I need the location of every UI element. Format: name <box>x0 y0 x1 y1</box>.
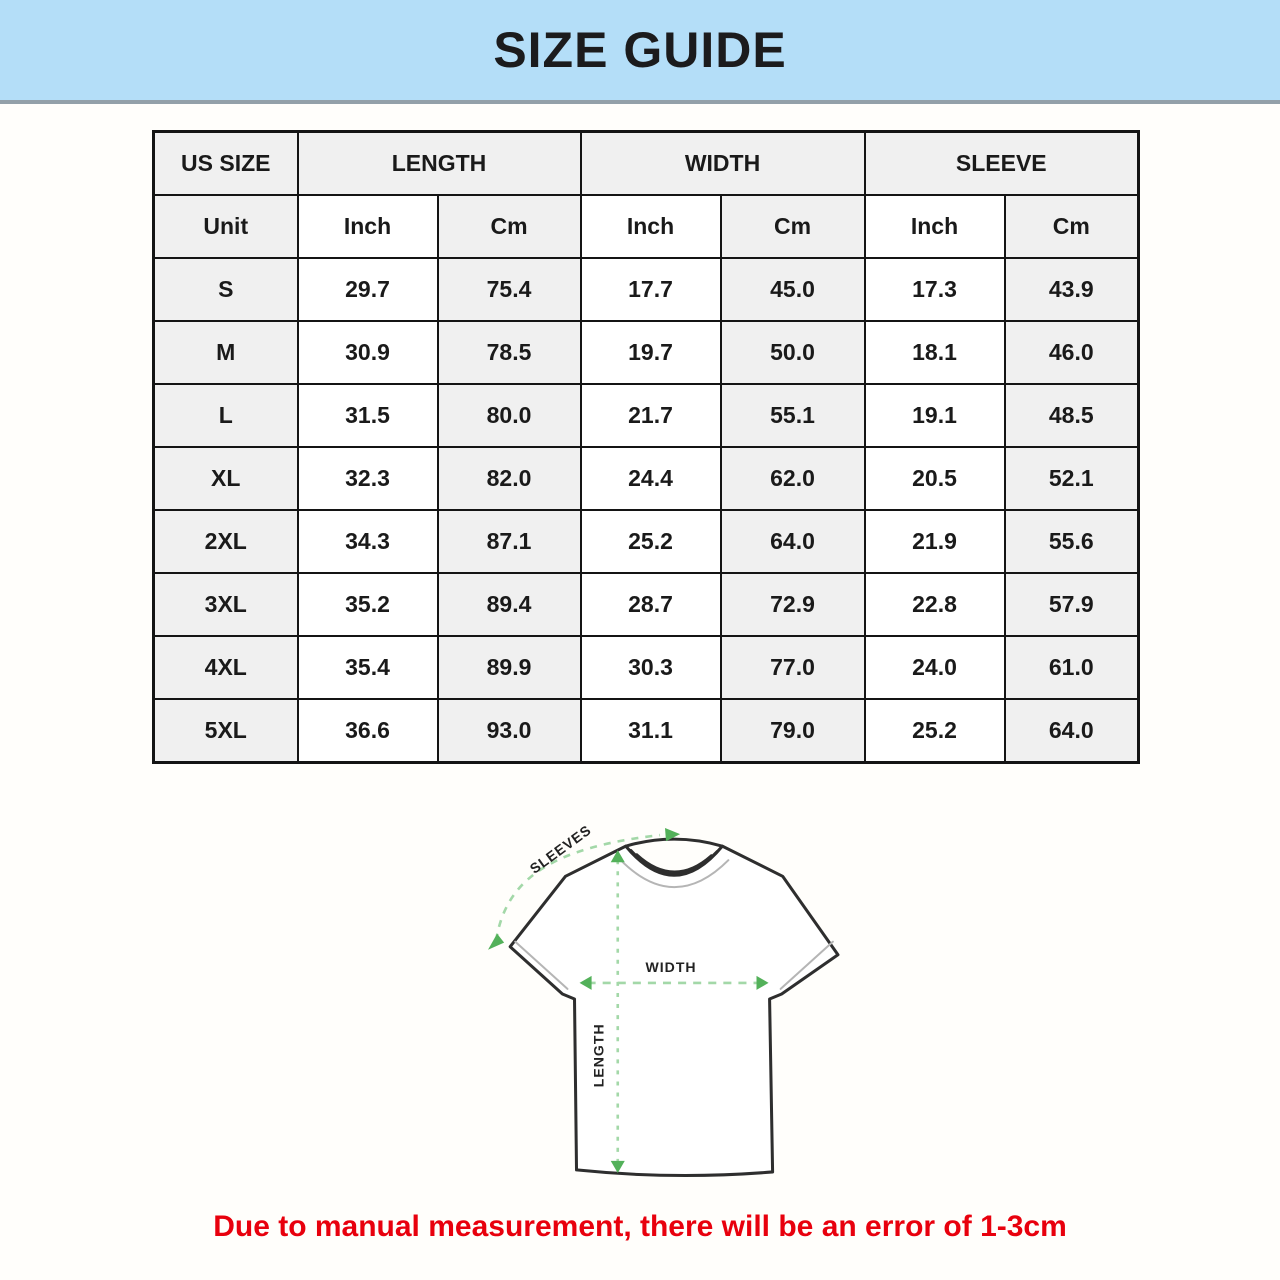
measurement-cell: 30.9 <box>296 320 439 385</box>
table-row: M 30.9 78.5 19.7 50.0 18.1 46.0 <box>152 320 1140 385</box>
col-header-width: WIDTH <box>579 130 866 196</box>
measurement-cell: 28.7 <box>579 572 722 637</box>
measurement-cell: 48.5 <box>1003 383 1140 448</box>
measurement-cell: 22.8 <box>863 572 1006 637</box>
width-label: WIDTH <box>645 959 696 975</box>
length-arrowhead-icon <box>610 850 625 863</box>
measurement-cell: 24.4 <box>579 446 722 511</box>
measurement-cell: 21.9 <box>863 509 1006 574</box>
measurement-cell: 89.4 <box>436 572 582 637</box>
size-label-cell: 3XL <box>152 572 299 637</box>
unit-cell: Inch <box>579 194 722 259</box>
measurement-cell: 21.7 <box>579 383 722 448</box>
measurement-cell: 93.0 <box>436 698 582 764</box>
table-row: 4XL 35.4 89.9 30.3 77.0 24.0 61.0 <box>152 635 1140 700</box>
measurement-cell: 52.1 <box>1003 446 1140 511</box>
measurement-cell: 25.2 <box>863 698 1006 764</box>
measurement-cell: 87.1 <box>436 509 582 574</box>
measurement-cell: 36.6 <box>296 698 439 764</box>
measurement-cell: 75.4 <box>436 257 582 322</box>
measurement-cell: 31.1 <box>579 698 722 764</box>
measurement-cell: 61.0 <box>1003 635 1140 700</box>
width-arrowhead-icon <box>756 975 769 990</box>
size-table: US SIZE LENGTH WIDTH SLEEVE Unit Inch Cm… <box>152 130 1141 764</box>
table-row: L 31.5 80.0 21.7 55.1 19.1 48.5 <box>152 383 1140 448</box>
measurement-cell: 34.3 <box>296 509 439 574</box>
unit-cell: Cm <box>1003 194 1140 259</box>
measurement-cell: 46.0 <box>1003 320 1140 385</box>
measurement-cell: 30.3 <box>579 635 722 700</box>
measurement-cell: 82.0 <box>436 446 582 511</box>
measurement-cell: 31.5 <box>296 383 439 448</box>
measurement-cell: 57.9 <box>1003 572 1140 637</box>
size-label-cell: M <box>152 320 299 385</box>
measurement-cell: 62.0 <box>719 446 866 511</box>
page-title: SIZE GUIDE <box>493 22 787 78</box>
measurement-cell: 17.3 <box>863 257 1006 322</box>
table-row: S 29.7 75.4 17.7 45.0 17.3 43.9 <box>152 257 1140 322</box>
size-label-cell: XL <box>152 446 299 511</box>
width-arrowhead-icon <box>579 975 592 990</box>
measurement-cell: 55.6 <box>1003 509 1140 574</box>
group-header-row: US SIZE LENGTH WIDTH SLEEVE <box>152 130 1140 196</box>
measurement-cell: 32.3 <box>296 446 439 511</box>
measurement-cell: 72.9 <box>719 572 866 637</box>
measurement-cell: 43.9 <box>1003 257 1140 322</box>
measurement-cell: 79.0 <box>719 698 866 764</box>
measurement-cell: 64.0 <box>719 509 866 574</box>
unit-cell: Inch <box>296 194 439 259</box>
tshirt-outline-icon <box>508 837 840 1178</box>
unit-cell: Inch <box>863 194 1006 259</box>
measurement-cell: 35.2 <box>296 572 439 637</box>
measurement-cell: 24.0 <box>863 635 1006 700</box>
sleeves-arrowhead-icon <box>488 933 505 950</box>
measurement-cell: 64.0 <box>1003 698 1140 764</box>
tshirt-measurement-diagram: SLEEVES WIDTH LENGTH <box>488 826 840 1178</box>
arrowheads <box>488 828 769 1173</box>
table-row: XL 32.3 82.0 24.4 62.0 20.5 52.1 <box>152 446 1140 511</box>
measurement-cell: 17.7 <box>579 257 722 322</box>
measurement-cell: 89.9 <box>436 635 582 700</box>
measurement-cell: 45.0 <box>719 257 866 322</box>
length-arrowhead-icon <box>610 1160 625 1173</box>
size-label-cell: 2XL <box>152 509 299 574</box>
size-label-cell: 4XL <box>152 635 299 700</box>
table-row: 2XL 34.3 87.1 25.2 64.0 21.9 55.6 <box>152 509 1140 574</box>
measurement-cell: 29.7 <box>296 257 439 322</box>
table-row: 5XL 36.6 93.0 31.1 79.0 25.2 64.0 <box>152 698 1140 764</box>
measurement-note: Due to manual measurement, there will be… <box>213 1210 1067 1243</box>
unit-cell: Cm <box>436 194 582 259</box>
size-label-cell: 5XL <box>152 698 299 764</box>
measurement-cell: 35.4 <box>296 635 439 700</box>
col-header-length: LENGTH <box>296 130 582 196</box>
measurement-arrows <box>494 833 761 1164</box>
sleeves-arrow <box>494 833 661 941</box>
measurement-cell: 55.1 <box>719 383 866 448</box>
size-label-cell: S <box>152 257 299 322</box>
measurement-cell: 19.1 <box>863 383 1006 448</box>
unit-label-cell: Unit <box>152 194 299 259</box>
table-row: 3XL 35.2 89.4 28.7 72.9 22.8 57.9 <box>152 572 1140 637</box>
length-label: LENGTH <box>591 1023 607 1087</box>
measurement-cell: 50.0 <box>719 320 866 385</box>
measurement-cell: 20.5 <box>863 446 1006 511</box>
unit-header-row: Unit Inch Cm Inch Cm Inch Cm <box>152 194 1140 259</box>
measurement-cell: 80.0 <box>436 383 582 448</box>
measurement-cell: 18.1 <box>863 320 1006 385</box>
col-header-us-size: US SIZE <box>152 130 299 196</box>
col-header-sleeve: SLEEVE <box>863 130 1140 196</box>
sleeves-arrowhead-icon <box>665 828 681 842</box>
size-label-cell: L <box>152 383 299 448</box>
unit-cell: Cm <box>719 194 866 259</box>
measurement-cell: 19.7 <box>579 320 722 385</box>
measurement-cell: 77.0 <box>719 635 866 700</box>
measurement-cell: 25.2 <box>579 509 722 574</box>
title-band: SIZE GUIDE <box>0 0 1280 104</box>
measurement-cell: 78.5 <box>436 320 582 385</box>
